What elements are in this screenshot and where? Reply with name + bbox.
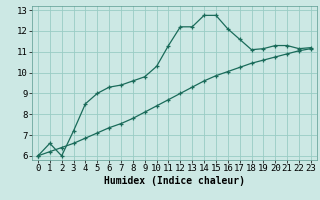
X-axis label: Humidex (Indice chaleur): Humidex (Indice chaleur) <box>104 176 245 186</box>
